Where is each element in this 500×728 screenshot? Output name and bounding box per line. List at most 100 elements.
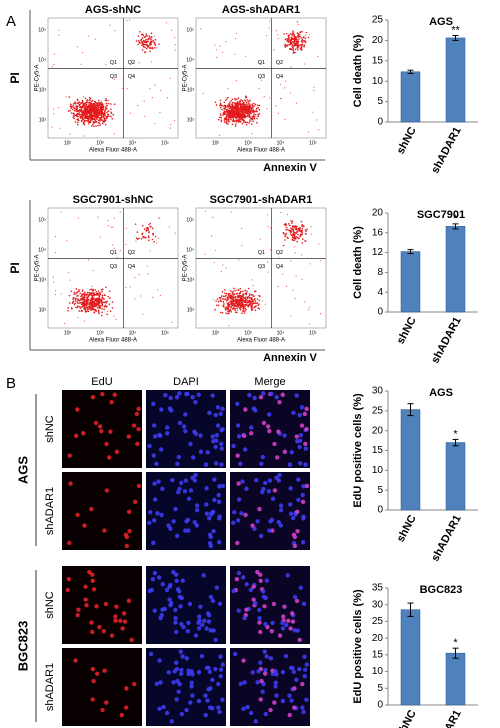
nucleus: [75, 512, 80, 518]
cell-dot: [142, 45, 145, 48]
nucleus: [126, 598, 132, 604]
nucleus: [294, 677, 299, 683]
cell-dot: [145, 41, 147, 43]
cell-dot: [216, 298, 219, 300]
nucleus: [97, 624, 102, 630]
cell-dot: [300, 46, 303, 49]
cell-dot: [231, 103, 233, 106]
cell-dot: [299, 235, 302, 238]
cell-dot: [252, 302, 255, 305]
cell-dot: [75, 306, 77, 309]
cell-dot: [241, 295, 244, 298]
nucleus: [148, 510, 153, 515]
cell-dot: [104, 119, 107, 122]
cell-dot: [153, 46, 156, 49]
cell-dot: [106, 115, 109, 118]
nucleus: [216, 681, 221, 687]
y-tick-label: 10⁴: [38, 57, 46, 63]
cell-dot: [229, 300, 232, 302]
nucleus: [272, 700, 277, 705]
nucleus: [260, 454, 266, 460]
nucleus: [255, 569, 260, 575]
cell-dot: [301, 220, 303, 222]
nucleus: [179, 621, 184, 627]
cell-dot: [302, 238, 304, 240]
cell-dot: [256, 122, 258, 124]
nucleus: [136, 483, 142, 489]
nucleus: [275, 455, 280, 460]
nucleus: [174, 660, 179, 665]
cell-dot: [151, 227, 154, 230]
cell-dot: [301, 254, 303, 256]
nucleus: [220, 427, 225, 432]
cell-dot: [143, 41, 146, 43]
cell-dot: [241, 114, 244, 116]
cell-dot: [84, 119, 87, 122]
cell-dot: [240, 99, 242, 101]
cell-dot: [251, 300, 254, 303]
cell-dot: [141, 49, 144, 51]
cell-dot: [134, 276, 136, 278]
nucleus: [190, 394, 195, 400]
cell-dot: [70, 107, 73, 109]
cell-dot: [137, 43, 139, 46]
nucleus: [300, 540, 306, 545]
nucleus: [163, 392, 168, 398]
cell-dot: [238, 304, 241, 307]
cell-dot: [224, 117, 226, 120]
cell-dot: [84, 308, 87, 311]
cell-dot: [76, 295, 78, 297]
nucleus: [169, 719, 175, 724]
cell-dot: [248, 296, 251, 299]
cell-dot: [287, 37, 289, 40]
cell-dot: [76, 121, 79, 124]
y-tick-label: 5: [377, 485, 383, 496]
cell-dot: [98, 302, 100, 305]
nucleus: [298, 585, 304, 590]
cell-dot: [145, 33, 147, 35]
cell-dot: [76, 302, 79, 304]
nucleus: [178, 671, 184, 676]
cell-dot: [83, 104, 85, 107]
nucleus: [263, 667, 268, 673]
nucleus: [251, 584, 256, 589]
cell-dot: [109, 297, 111, 299]
plot-frame: [47, 17, 179, 139]
nucleus: [188, 441, 193, 447]
cell-dot: [227, 292, 230, 295]
cell-dot: [174, 49, 176, 51]
nucleus: [91, 587, 97, 592]
nucleus: [109, 399, 114, 405]
cell-dot: [285, 229, 287, 231]
nucleus: [238, 461, 243, 467]
nucleus: [158, 615, 163, 621]
cell-dot: [291, 226, 294, 229]
cell-dot: [242, 119, 245, 122]
cell-dot: [110, 111, 113, 114]
cell-dot: [83, 305, 86, 308]
cell-dot: [259, 238, 261, 240]
nucleus: [270, 620, 275, 626]
cell-dot: [85, 109, 88, 111]
cell-dot: [97, 112, 100, 115]
cell-dot: [227, 87, 229, 90]
chart-title: SGC7901: [417, 209, 465, 221]
nucleus: [107, 455, 112, 460]
cell-dot: [299, 233, 302, 236]
cell-dot: [253, 113, 255, 116]
nucleus: [303, 462, 308, 467]
cell-dot: [76, 114, 78, 117]
cell-dot: [129, 286, 131, 288]
nucleus: [207, 705, 213, 710]
cell-dot: [74, 110, 76, 112]
cell-dot: [105, 97, 107, 100]
cell-dot: [223, 110, 225, 112]
cell-dot: [81, 99, 84, 102]
cell-dot: [269, 97, 271, 99]
nucleus: [176, 454, 182, 460]
cell-dot: [221, 298, 224, 300]
cell-dot: [301, 43, 303, 46]
cell-dot: [229, 101, 231, 104]
cell-dot: [53, 113, 55, 115]
y-tick-label: 4: [377, 287, 383, 298]
